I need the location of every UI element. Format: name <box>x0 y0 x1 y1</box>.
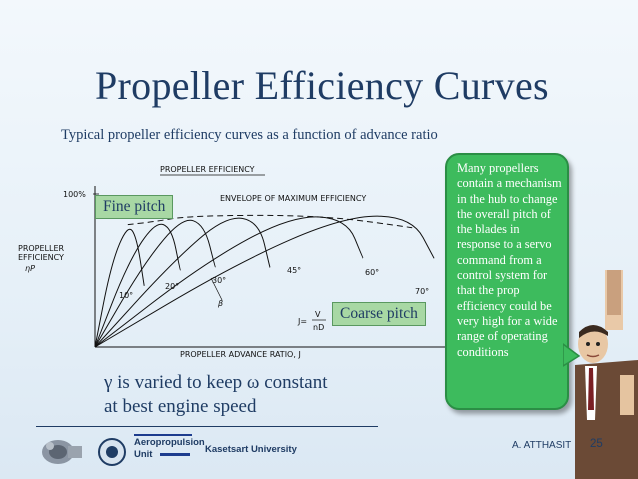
footer-divider <box>36 426 378 427</box>
character-figure <box>575 270 638 479</box>
chart-title: PROPELLER EFFICIENCY <box>160 165 255 174</box>
angle-label-45: 45° <box>287 266 301 275</box>
callout-tail <box>563 343 581 367</box>
unit-underline <box>160 453 190 456</box>
formula-numerator: V <box>315 310 321 319</box>
angle-label-70: 70° <box>415 287 429 296</box>
unit-underline-top <box>134 434 192 436</box>
beta-label: β <box>217 299 223 308</box>
efficiency-curve-1 <box>94 223 181 348</box>
chart-curves <box>94 214 435 348</box>
angle-label-20: 20° <box>165 282 179 291</box>
slide-subtitle: Typical propeller efficiency curves as a… <box>61 127 438 143</box>
pitch-note-line2: at best engine speed <box>104 396 257 417</box>
y-tick-100: 100% <box>63 190 86 199</box>
info-callout: Many propellers contain a mechanism in t… <box>445 153 569 410</box>
university-name: Kasetsart University <box>205 444 297 455</box>
author-name: A. ATTHASIT <box>512 440 572 451</box>
x-axis-label: PROPELLER ADVANCE RATIO, J <box>180 350 301 359</box>
pitch-note-line1: γ is varied to keep ω constant <box>104 372 328 393</box>
y-axis-symbol: ηP <box>25 264 35 273</box>
angle-label-10: 10° <box>119 291 133 300</box>
efficiency-curve-5 <box>94 215 435 348</box>
aeropropulsion-unit-label: Aeropropulsion Unit <box>134 437 205 461</box>
character-illustration <box>575 270 638 479</box>
page-number: 25 <box>590 438 603 450</box>
slide-title: Propeller Efficiency Curves <box>95 63 549 108</box>
envelope-label: ENVELOPE OF MAXIMUM EFFICIENCY <box>220 194 366 203</box>
y-axis-label-line2: EFFICIENCY <box>18 253 64 262</box>
efficiency-chart-svg: PROPELLER EFFICIENCY ENVELOPE OF MAXIMUM… <box>18 165 450 359</box>
efficiency-chart: PROPELLER EFFICIENCY ENVELOPE OF MAXIMUM… <box>15 150 460 365</box>
formula-lhs: J= <box>297 317 307 326</box>
y-axis-label-line1: PROPELLER <box>18 244 65 253</box>
university-seal-logo <box>98 438 126 466</box>
efficiency-curve-4 <box>94 216 364 348</box>
efficiency-curve-0 <box>94 228 145 348</box>
angle-label-60: 60° <box>365 268 379 277</box>
callout-text: Many propellers contain a mechanism in t… <box>457 161 562 359</box>
beta-pointer <box>210 277 223 301</box>
fine-pitch-tag: Fine pitch <box>95 195 174 219</box>
coarse-pitch-tag: Coarse pitch <box>332 302 426 326</box>
efficiency-curve-2 <box>94 219 216 348</box>
engine-logo <box>42 440 82 464</box>
unit-label-line2: Unit <box>134 449 153 460</box>
envelope-curve <box>127 214 413 229</box>
pitch-note: γ is varied to keep ω constant at best e… <box>104 371 328 419</box>
formula-denominator: nD <box>313 323 324 332</box>
unit-label-line1: Aeropropulsion <box>134 437 205 448</box>
angle-label-30: 30° <box>212 276 226 285</box>
efficiency-curve-3 <box>94 217 271 348</box>
footer-logos <box>42 438 126 466</box>
